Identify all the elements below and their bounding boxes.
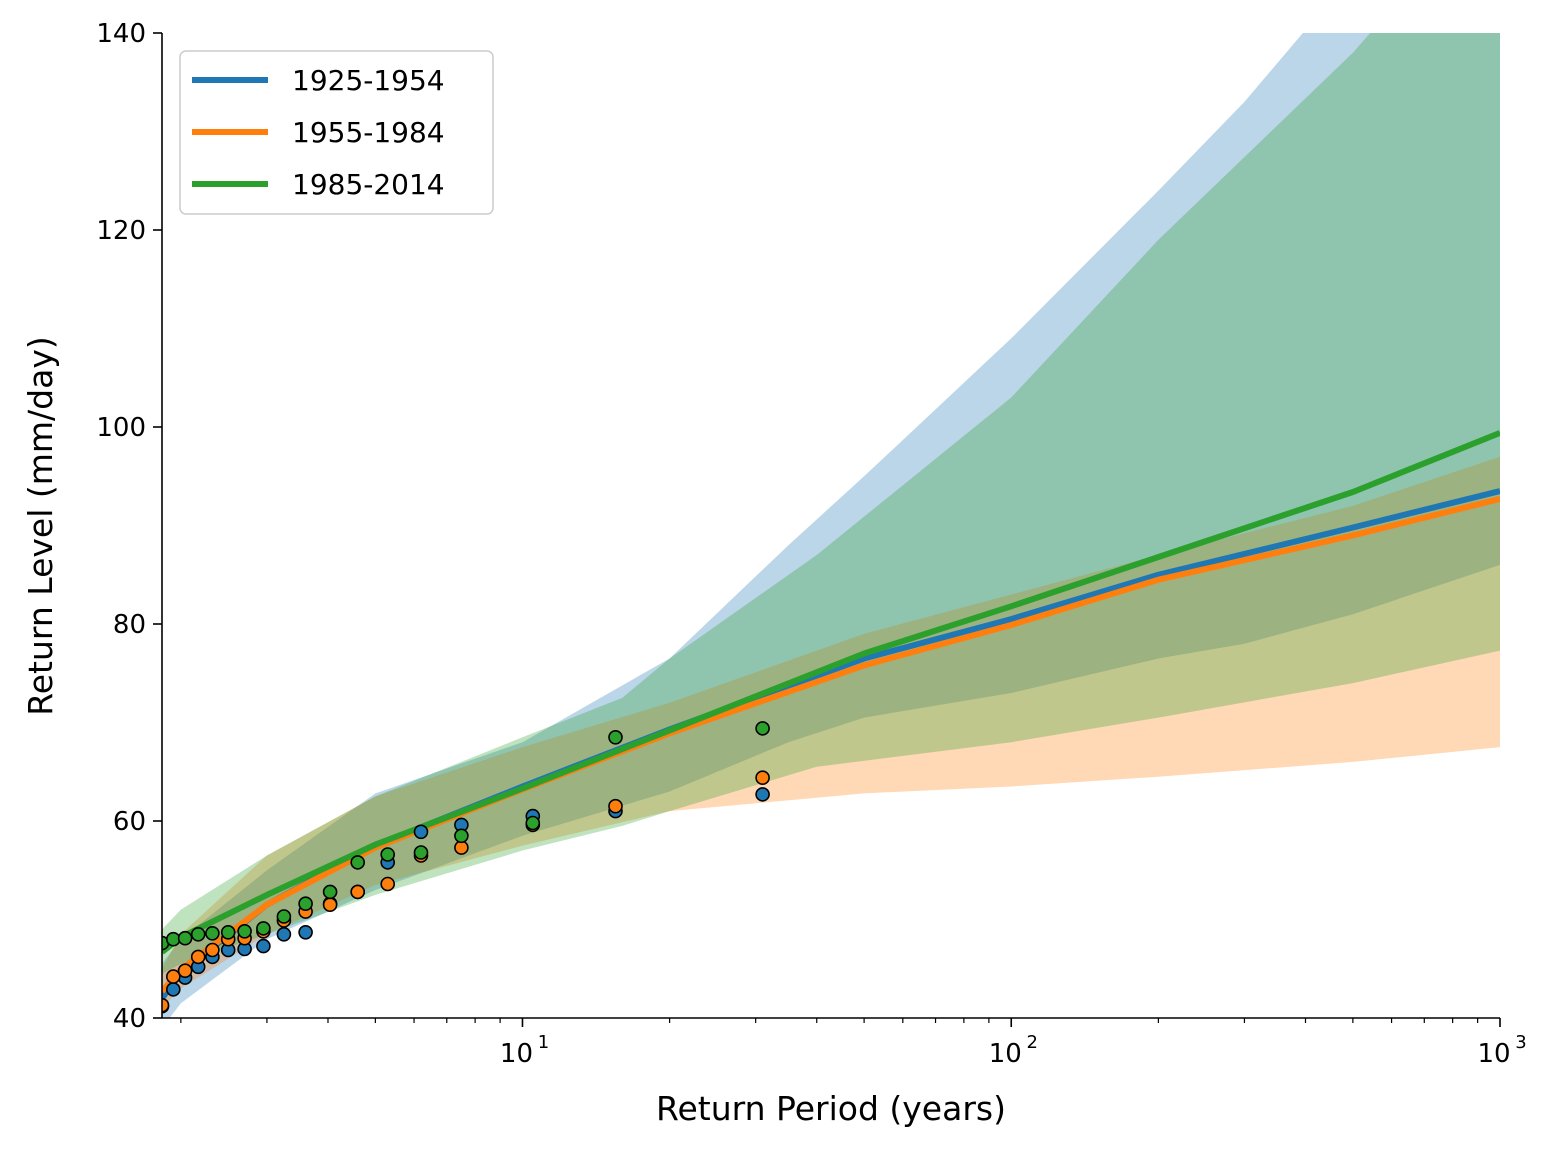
y-tick-label: 80 <box>113 610 146 640</box>
y-tick-label: 140 <box>96 19 146 49</box>
curve-1985-2014 <box>162 430 1500 955</box>
point-1955-1984 <box>205 942 220 958</box>
point-1955-1984 <box>190 949 206 965</box>
point-1955-1984 <box>322 897 338 913</box>
x-ticks: 10 1 10 2 10 3 <box>180 1018 1527 1069</box>
point-1985-2014 <box>525 815 541 831</box>
x-tick-label: 10 <box>1477 1039 1510 1069</box>
legend-label: 1985-2014 <box>292 168 445 201</box>
y-tick-label: 40 <box>113 1004 146 1034</box>
observed-points <box>162 721 770 1014</box>
point-1925-1954 <box>413 824 429 840</box>
x-axis-label: Return Period (years) <box>656 1089 1006 1128</box>
point-1955-1984 <box>755 770 770 786</box>
point-1985-2014 <box>256 921 271 936</box>
point-1925-1954 <box>276 926 292 942</box>
band-1925-1954 <box>162 33 1500 1018</box>
y-tick-label: 120 <box>96 216 146 246</box>
fit-curves <box>162 430 1500 1001</box>
point-1955-1984 <box>350 884 366 900</box>
point-1985-2014 <box>755 721 770 736</box>
point-1985-2014 <box>298 896 313 912</box>
point-1985-2014 <box>608 729 623 745</box>
point-1985-2014 <box>413 845 429 860</box>
point-1985-2014 <box>350 855 366 870</box>
y-tick-label: 100 <box>96 413 146 443</box>
band-1955-1984 <box>162 456 1500 1009</box>
y-tick-label: 60 <box>113 807 146 837</box>
confidence-bands <box>162 33 1500 1018</box>
band-1985-2014 <box>162 33 1500 974</box>
x-tick-exponent: 1 <box>538 1032 549 1053</box>
point-1955-1984 <box>608 798 623 814</box>
point-1985-2014 <box>190 926 206 942</box>
point-1925-1954 <box>256 938 271 954</box>
legend: 1925-1954 1955-1984 1985-2014 <box>179 50 494 215</box>
point-1925-1954 <box>755 787 770 802</box>
point-1955-1984 <box>380 876 396 892</box>
point-1985-2014 <box>322 884 338 900</box>
x-tick-exponent: 3 <box>1515 1032 1526 1053</box>
y-ticks: 40 60 80 100 120 140 <box>96 19 162 1034</box>
point-1925-1954 <box>166 982 181 997</box>
x-tick-label: 10 <box>989 1039 1022 1069</box>
point-1955-1984 <box>166 969 181 984</box>
legend-label: 1955-1984 <box>292 116 445 149</box>
point-1985-2014 <box>205 925 220 941</box>
legend-label: 1925-1954 <box>292 64 445 97</box>
point-1985-2014 <box>220 924 236 940</box>
x-tick-exponent: 2 <box>1027 1032 1038 1053</box>
point-1985-2014 <box>237 923 252 939</box>
point-1955-1984 <box>177 963 193 979</box>
point-1985-2014 <box>276 909 292 924</box>
x-tick-label: 10 <box>500 1039 533 1069</box>
point-1985-2014 <box>166 931 181 947</box>
legend-frame <box>179 50 494 215</box>
point-1985-2014 <box>380 847 396 862</box>
point-1955-1984 <box>162 997 170 1013</box>
point-1985-2014 <box>454 828 469 844</box>
point-1985-2014 <box>177 930 193 946</box>
y-axis-label: Return Level (mm/day) <box>21 336 60 715</box>
axes <box>161 33 1500 1019</box>
point-1925-1954 <box>298 924 313 940</box>
